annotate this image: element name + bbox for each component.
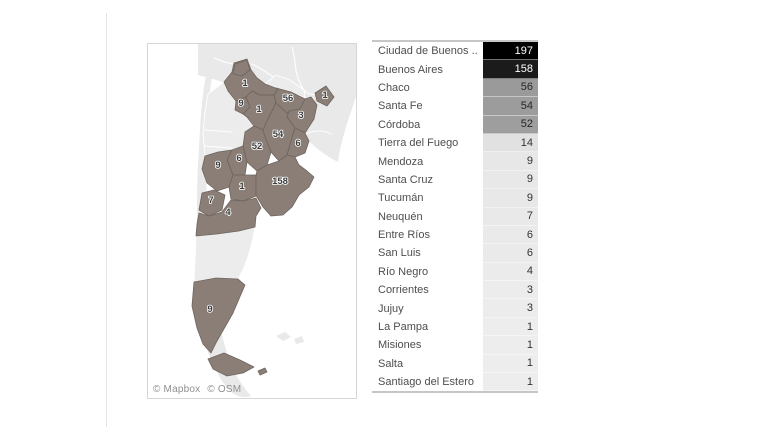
table-row[interactable]: Jujuy 3 (372, 299, 538, 318)
map-province-jujuy[interactable] (232, 59, 251, 77)
mapbox-attribution-link[interactable]: © Mapbox (153, 384, 201, 395)
map-province-number: 54 (273, 129, 284, 140)
province-label: Chaco (378, 81, 410, 94)
province-label: Salta (378, 357, 404, 370)
table-row[interactable]: Río Negro 4 (372, 262, 538, 282)
province-value-cell[interactable]: 6 (483, 244, 538, 263)
province-label: Santa Fe (378, 100, 423, 113)
province-value-cell[interactable]: 158 (483, 60, 538, 79)
province-value-cell[interactable]: 6 (483, 225, 538, 245)
table-row[interactable]: Chaco 56 (372, 78, 538, 98)
province-label: San Luis (378, 247, 421, 260)
province-value-cell[interactable]: 9 (483, 189, 538, 208)
province-label: Mendoza (378, 155, 424, 168)
table-row[interactable]: Neuquén 7 (372, 207, 538, 226)
province-value-cell[interactable]: 56 (483, 78, 538, 98)
province-label: Santiago del Estero (378, 376, 475, 389)
province-value-cell[interactable]: 54 (483, 97, 538, 116)
table-row[interactable]: Santiago del Estero 1 (372, 373, 538, 392)
province-value-cell[interactable]: 1 (483, 373, 538, 392)
province-value-cell[interactable]: 4 (483, 262, 538, 282)
map-attribution: © Mapbox © OSM (153, 384, 248, 395)
table-row[interactable]: Salta 1 (372, 354, 538, 374)
province-label: Río Negro (378, 265, 429, 278)
layout-divider (106, 13, 107, 427)
province-label: Tucumán (378, 192, 424, 205)
map-country-border (305, 130, 332, 135)
province-label: Buenos Aires (378, 63, 443, 76)
map-province-number: 56 (283, 93, 294, 104)
map-province-number: 1 (242, 78, 248, 89)
province-label: Corrientes (378, 284, 429, 297)
map-province-tierra-del-fuego-islet[interactable] (257, 367, 268, 376)
map-islands (294, 336, 304, 344)
province-label: Córdoba (378, 118, 421, 131)
map-province-misiones[interactable] (314, 85, 335, 107)
map-islands (276, 332, 291, 341)
province-label: Misiones (378, 339, 422, 352)
table-row[interactable]: San Luis 6 (372, 244, 538, 263)
map-province-number: 1 (322, 90, 328, 101)
table-row[interactable]: Entre Ríos 6 (372, 225, 538, 245)
province-value-cell[interactable]: 1 (483, 336, 538, 355)
province-value-cell[interactable]: 1 (483, 354, 538, 374)
province-value-cell[interactable]: 9 (483, 170, 538, 190)
map-province-number: 4 (225, 207, 231, 218)
table-row[interactable]: Corrientes 3 (372, 281, 538, 300)
map-province-border (203, 145, 233, 149)
province-label: Tierra del Fuego (378, 137, 459, 150)
province-value-cell[interactable]: 14 (483, 133, 538, 153)
map-province-number: 9 (238, 98, 243, 109)
province-value-cell[interactable]: 7 (483, 207, 538, 226)
province-label: La Pampa (378, 321, 429, 334)
province-value-cell[interactable]: 1 (483, 317, 538, 337)
map-province-number: 52 (252, 141, 263, 152)
province-value-cell[interactable]: 9 (483, 152, 538, 171)
map-province-number: 1 (256, 104, 262, 115)
map-province-tierra-del-fuego[interactable] (207, 352, 255, 377)
table-row[interactable]: Tucumán 9 (372, 189, 538, 208)
table-row[interactable]: Ciudad de Buenos .. 197 (372, 42, 538, 61)
province-value-cell[interactable]: 197 (483, 42, 538, 61)
province-label: Neuquén (378, 210, 423, 223)
map-province-santa-cruz[interactable] (191, 277, 246, 354)
map-province-number: 158 (272, 176, 288, 187)
province-value-cell[interactable]: 3 (483, 299, 538, 318)
province-label: Jujuy (378, 302, 404, 315)
table-row[interactable]: Buenos Aires 158 (372, 60, 538, 79)
table-row[interactable]: Misiones 1 (372, 336, 538, 355)
province-value-cell[interactable]: 52 (483, 115, 538, 134)
map-country-border (291, 46, 316, 95)
province-label: Santa Cruz (378, 173, 434, 186)
map-province-number: 9 (215, 160, 220, 171)
map-province-number: 1 (239, 181, 245, 192)
map-province-number: 6 (236, 153, 241, 164)
table-row[interactable]: Santa Cruz 9 (372, 170, 538, 190)
map-province-number: 7 (208, 195, 213, 206)
osm-attribution-link[interactable]: © OSM (207, 384, 242, 395)
choropleth-map-panel[interactable]: 1 9 56 1 1 3 54 6 52 6 9 158 1 7 4 9 © Mapbox © OSM (147, 43, 357, 399)
table-row[interactable]: Córdoba 52 (372, 115, 538, 134)
map-province-buenos-aires[interactable] (255, 154, 315, 217)
map-province-number: 6 (295, 138, 300, 149)
province-label: Ciudad de Buenos .. (378, 45, 478, 58)
table-row[interactable]: Mendoza 9 (372, 152, 538, 171)
province-value-table: Ciudad de Buenos .. 197 Buenos Aires 158 Cha… (372, 40, 538, 394)
province-label: Entre Ríos (378, 229, 430, 242)
table-row[interactable]: Santa Fe 54 (372, 97, 538, 116)
map-province-number: 3 (298, 110, 303, 121)
table-row[interactable]: Tierra del Fuego 14 (372, 133, 538, 153)
map-province-neuquen[interactable] (198, 189, 226, 217)
map-province-rio-negro[interactable] (195, 197, 262, 237)
argentina-map[interactable]: 1 9 56 1 1 3 54 6 52 6 9 158 1 7 4 9 (148, 44, 356, 398)
map-province-number: 9 (207, 304, 212, 315)
map-province-border (204, 129, 233, 133)
province-value-cell[interactable]: 3 (483, 281, 538, 300)
table-row[interactable]: La Pampa 1 (372, 317, 538, 337)
